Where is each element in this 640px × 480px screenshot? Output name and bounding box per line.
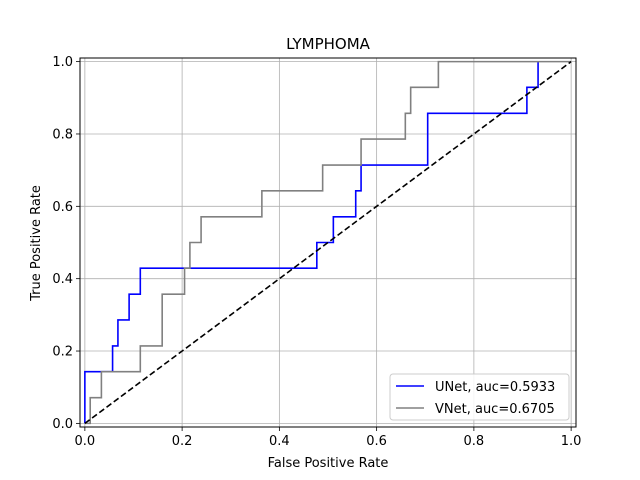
x-tick-label: 1.0: [561, 434, 582, 449]
legend-box: [389, 373, 570, 421]
legend: UNet, auc=0.5933 VNet, auc=0.6705: [389, 373, 570, 421]
y-tick-label: 0.4: [52, 272, 73, 287]
x-tick-label: 0.0: [75, 434, 96, 449]
y-tick-label: 0.2: [52, 345, 73, 360]
y-tick-label: 0.0: [52, 417, 73, 432]
axes-frame: [79, 57, 577, 428]
grid: [80, 58, 576, 427]
x-tick-label: 0.6: [366, 434, 387, 449]
y-tick-label: 0.6: [52, 200, 73, 215]
plot-series: [84, 60, 572, 425]
x-tick-label: 0.8: [464, 434, 485, 449]
series-line-vnet: [84, 60, 572, 425]
y-tick-label: 1.0: [52, 55, 73, 70]
series-line-unet: [84, 61, 539, 424]
ticks: 0.0 0.2 0.4 0.6 0.8 1.0 0.0 0.2 0.4 0.6 0.8 1.0: [52, 55, 581, 449]
x-axis-label: False Positive Rate: [268, 456, 389, 471]
x-tick-label: 0.2: [172, 434, 193, 449]
chance-diagonal-line: [84, 60, 572, 425]
legend-label: VNet, auc=0.6705: [435, 402, 555, 417]
y-axis-label: True Positive Rate: [29, 185, 44, 302]
x-tick-label: 0.4: [269, 434, 290, 449]
chart-title: LYMPHOMA: [286, 35, 371, 53]
y-tick-label: 0.8: [52, 127, 73, 142]
legend-label: UNet, auc=0.5933: [435, 380, 555, 395]
